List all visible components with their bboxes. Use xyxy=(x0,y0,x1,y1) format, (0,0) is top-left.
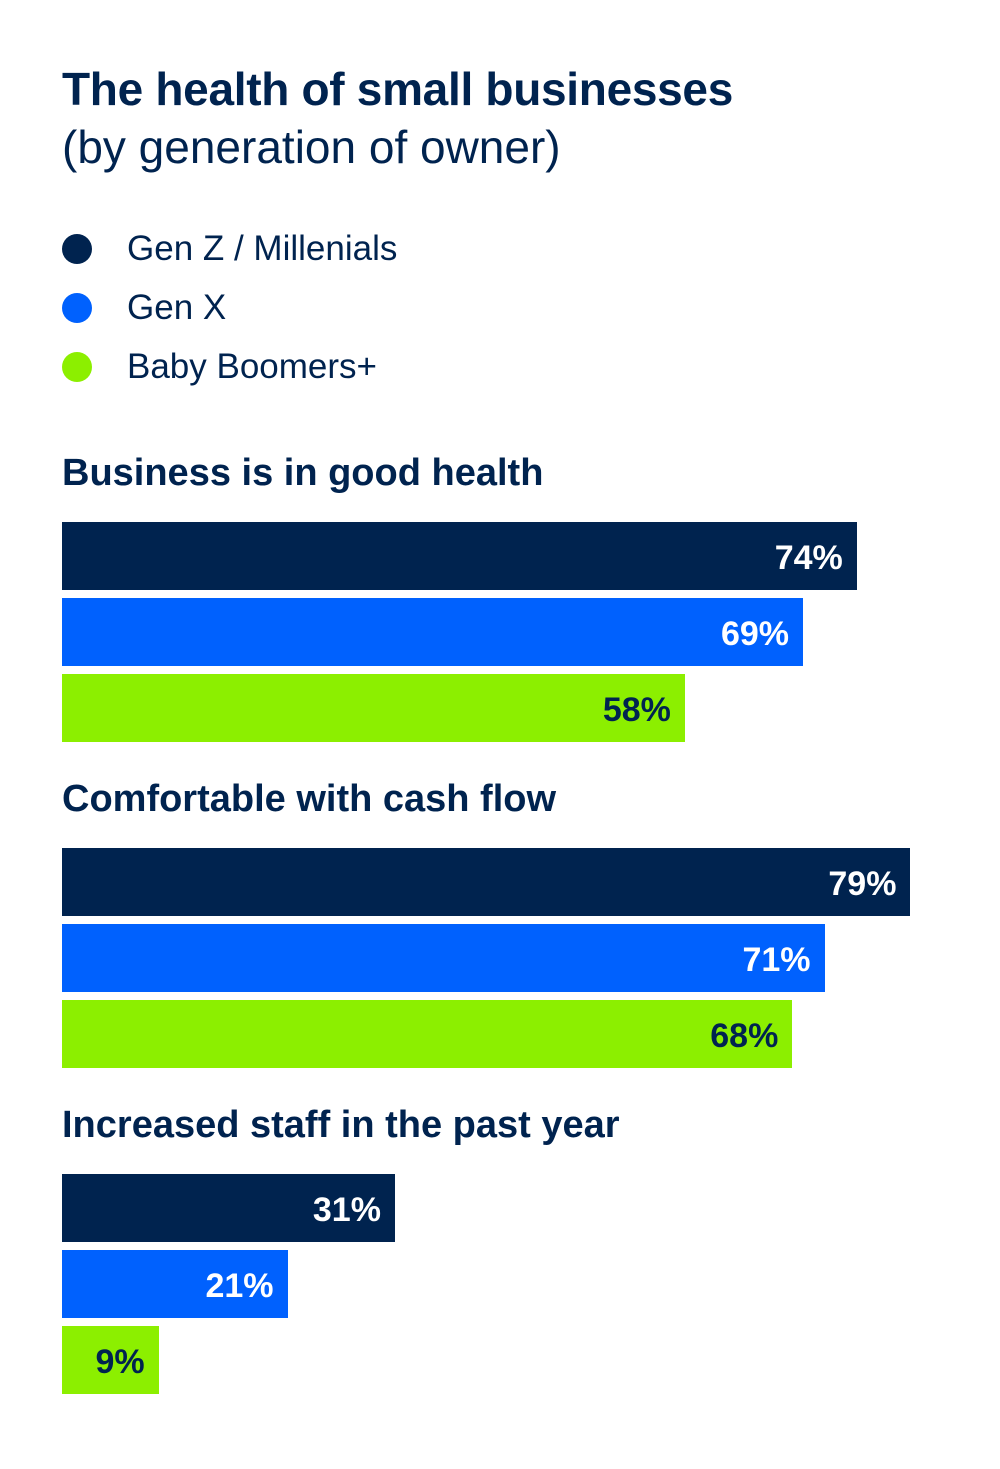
bar-value-label: 21% xyxy=(205,1267,274,1305)
legend-label: Gen X xyxy=(127,288,227,327)
bar-value-label: 68% xyxy=(710,1017,779,1055)
chart-subtitle: (by generation of owner) xyxy=(62,121,561,173)
chart-title: The health of small businesses xyxy=(62,63,733,115)
legend-dot-icon xyxy=(62,352,92,382)
legend-label: Baby Boomers+ xyxy=(127,347,377,386)
category-title: Increased staff in the past year xyxy=(62,1104,620,1146)
bar-2-2 xyxy=(62,1326,159,1394)
bar-value-label: 79% xyxy=(828,865,897,903)
bar-1-0 xyxy=(62,848,911,916)
bar-0-2 xyxy=(62,674,685,742)
legend-item: Baby Boomers+ xyxy=(62,347,377,387)
bar-value-label: 71% xyxy=(742,941,811,979)
bar-value-label: 58% xyxy=(602,691,671,729)
bar-0-0 xyxy=(62,522,857,590)
bar-value-label: 9% xyxy=(95,1343,145,1381)
bar-value-label: 69% xyxy=(720,615,790,653)
bar-1-2 xyxy=(62,1000,793,1068)
legend-dot-icon xyxy=(62,234,92,264)
bar-value-label: 74% xyxy=(774,539,843,577)
bar-2-0 xyxy=(62,1174,395,1242)
category-title: Business is in good health xyxy=(62,452,544,494)
legend-dot-icon xyxy=(62,293,92,323)
bar-0-1 xyxy=(62,598,804,666)
bar-1-1 xyxy=(62,924,825,992)
legend-item: Gen X xyxy=(62,288,226,328)
bar-value-label: 31% xyxy=(312,1191,381,1229)
legend-label: Gen Z / Millenials xyxy=(127,229,398,268)
category-title: Comfortable with cash flow xyxy=(62,778,557,820)
legend-item: Gen Z / Millenials xyxy=(62,229,397,269)
bar-2-1 xyxy=(62,1250,288,1318)
